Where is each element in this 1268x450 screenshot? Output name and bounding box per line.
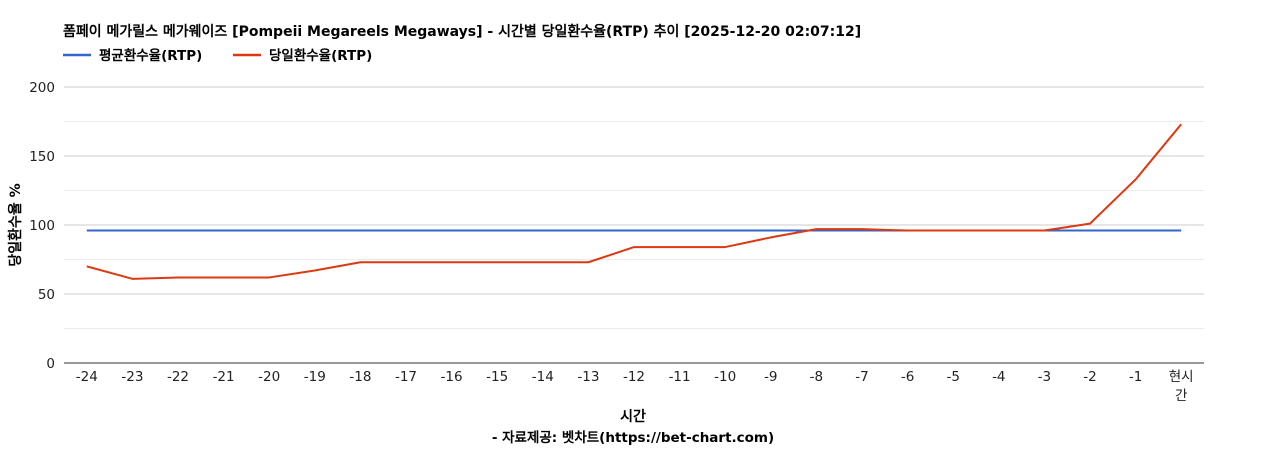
x-tick-label: -13 [577,369,599,385]
data-point-series-0[interactable] [768,228,774,234]
data-point-series-1[interactable] [175,274,181,280]
data-point-series-1[interactable] [1133,176,1139,182]
data-point-series-1[interactable] [1087,221,1093,227]
data-point-series-0[interactable] [129,228,135,234]
data-point-series-1[interactable] [1041,228,1047,234]
x-tick-label: -16 [441,369,463,385]
data-point-series-1[interactable] [540,259,546,265]
data-point-series-0[interactable] [540,228,546,234]
data-point-series-1[interactable] [1178,121,1184,127]
data-point-series-1[interactable] [585,259,591,265]
source-credit: - 자료제공: 벳차트(https://bet-chart.com) [492,429,774,446]
x-tick-label: -24 [76,369,98,385]
x-tick-label: 현시 간 [1169,369,1194,404]
x-tick-label: -4 [992,369,1005,385]
data-point-series-1[interactable] [312,268,318,274]
data-point-series-0[interactable] [1178,228,1184,234]
data-point-series-0[interactable] [677,228,683,234]
x-tick-label: -1 [1129,369,1142,385]
data-point-series-1[interactable] [996,228,1002,234]
y-tick-label: 200 [29,80,55,96]
data-point-series-1[interactable] [449,259,455,265]
data-point-series-1[interactable] [859,226,865,232]
data-point-series-0[interactable] [1087,228,1093,234]
data-point-series-0[interactable] [84,228,90,234]
gridlines [64,86,1204,329]
data-point-series-1[interactable] [221,274,227,280]
series-lines [86,123,1182,280]
data-point-series-0[interactable] [266,228,272,234]
data-point-series-0[interactable] [221,228,227,234]
chart-title: 폼페이 메가릴스 메가웨이즈 [Pompeii Megareels Megawa… [63,23,861,40]
x-tick-label: -23 [121,369,143,385]
data-point-series-0[interactable] [449,228,455,234]
data-point-series-0[interactable] [403,228,409,234]
y-axis-ticks: 0 50 100 150 200 [29,80,55,372]
data-point-series-1[interactable] [631,244,637,250]
x-tick-label: -3 [1038,369,1051,385]
data-point-series-1[interactable] [357,259,363,265]
y-tick-label: 150 [29,149,55,165]
legend-label-series-1: 당일환수율(RTP) [269,47,372,64]
x-tick-label: -15 [486,369,508,385]
x-axis-title: 시간 [620,408,646,425]
data-point-series-1[interactable] [768,234,774,240]
data-point-series-1[interactable] [403,259,409,265]
x-tick-label: -5 [946,369,959,385]
data-point-series-0[interactable] [175,228,181,234]
data-point-series-0[interactable] [494,228,500,234]
x-tick-label: -19 [304,369,326,385]
x-tick-label: -17 [395,369,417,385]
data-point-series-0[interactable] [631,228,637,234]
x-tick-label: -12 [623,369,645,385]
data-point-series-0[interactable] [312,228,318,234]
x-tick-label: -7 [855,369,868,385]
x-tick-label: -9 [764,369,777,385]
x-tick-label: -8 [810,369,823,385]
legend-label-series-0: 평균환수율(RTP) [99,47,202,64]
x-tick-label: -20 [258,369,280,385]
x-tick-label: -6 [901,369,914,385]
x-tick-label: -22 [167,369,189,385]
data-point-series-1[interactable] [905,228,911,234]
data-points [84,121,1184,282]
y-axis-title: 당일환수율 % [7,183,24,266]
data-point-series-1[interactable] [84,263,90,269]
data-point-series-0[interactable] [357,228,363,234]
x-axis-ticks: -24 -23 -22 -21 -20 -19 -18 -17 -16 -15 -14 -13 -12 -… [76,369,1194,404]
data-point-series-0[interactable] [722,228,728,234]
data-point-series-1[interactable] [494,259,500,265]
x-tick-label: -18 [349,369,371,385]
x-tick-label: -10 [714,369,736,385]
x-tick-label: -11 [669,369,691,385]
data-point-series-1[interactable] [677,244,683,250]
y-tick-label: 0 [46,356,55,372]
legend[interactable]: 평균환수율(RTP) 당일환수율(RTP) [63,47,372,64]
x-tick-label: -21 [213,369,235,385]
data-point-series-1[interactable] [266,274,272,280]
data-point-series-1[interactable] [129,276,135,282]
x-tick-label: -14 [532,369,554,385]
data-point-series-1[interactable] [950,228,956,234]
data-point-series-1[interactable] [722,244,728,250]
x-tick-label: -2 [1083,369,1096,385]
y-tick-label: 100 [29,218,55,234]
y-tick-label: 50 [38,287,55,303]
series-line-1 [86,123,1182,280]
data-point-series-1[interactable] [813,226,819,232]
data-point-series-0[interactable] [585,228,591,234]
data-point-series-0[interactable] [1133,228,1139,234]
